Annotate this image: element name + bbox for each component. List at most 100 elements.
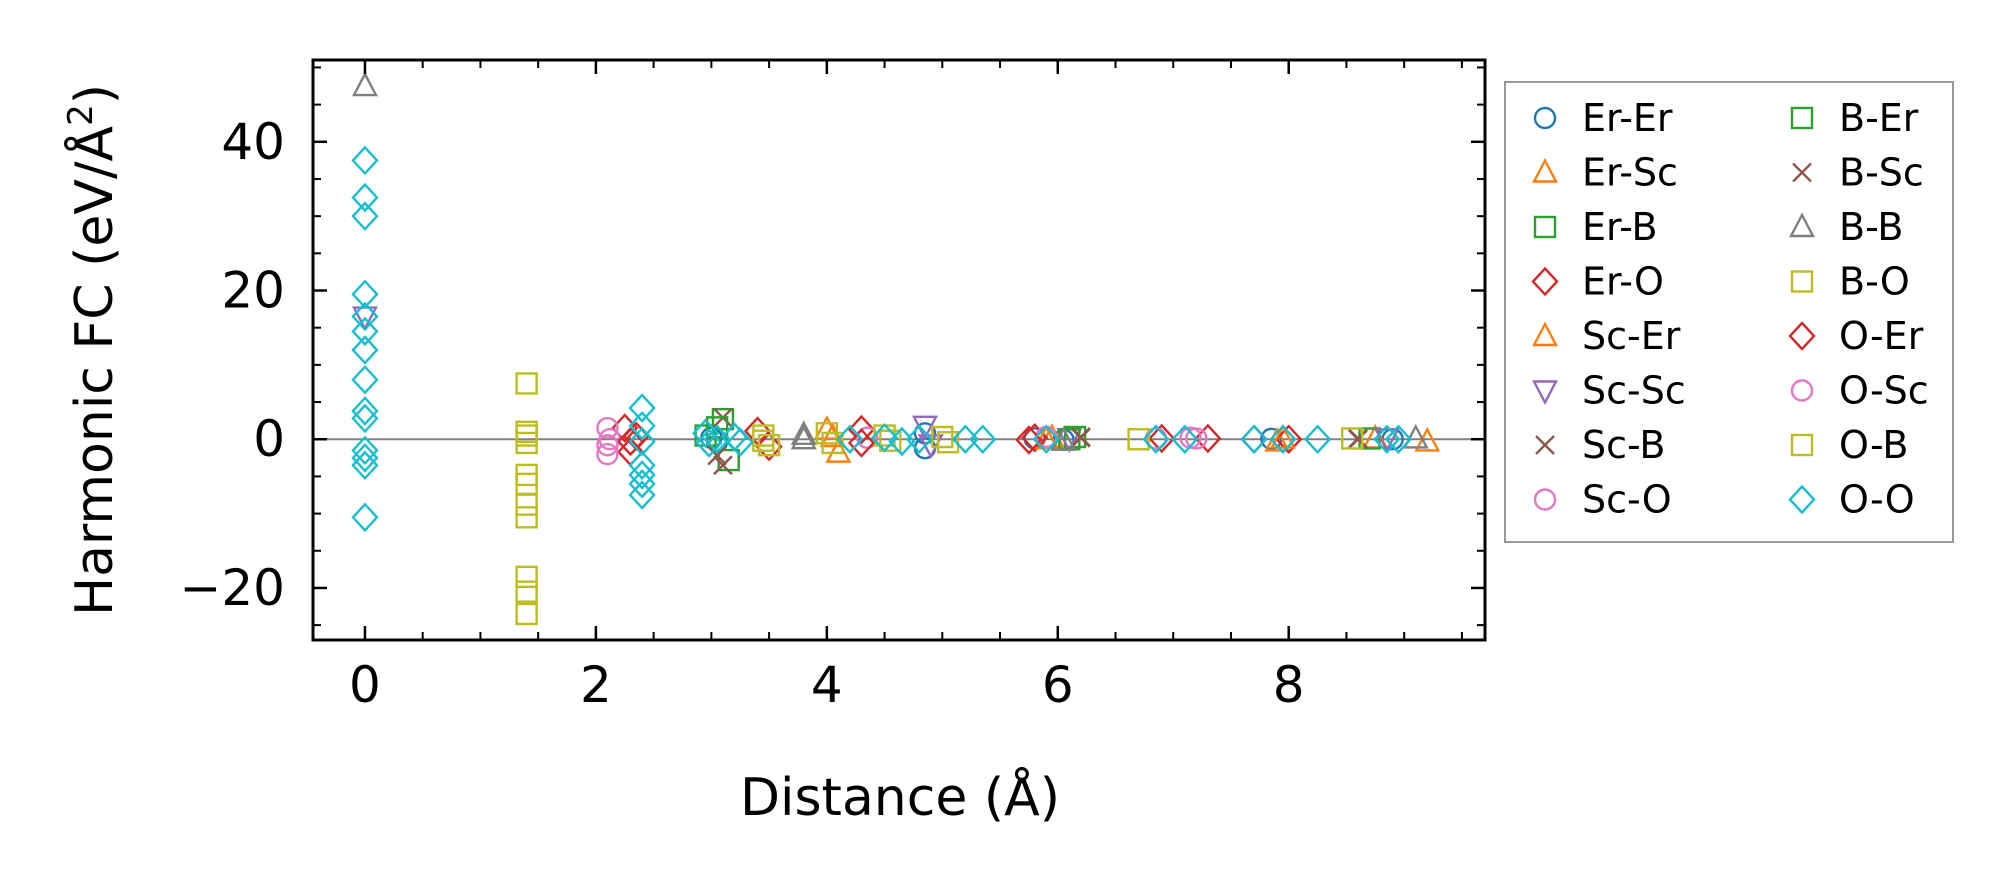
data-point-o-b-1 <box>752 429 775 452</box>
data-point-o-o-0 <box>351 145 379 176</box>
legend-marker-sc-b <box>1535 435 1555 455</box>
data-point-er-o-3 <box>743 416 772 446</box>
legend-marker-b-er <box>1790 106 1814 130</box>
legend-marker-er-o <box>1531 266 1559 297</box>
y-axis-label-superscript: 2 <box>61 104 101 126</box>
axes-layer <box>311 58 1487 642</box>
data-point-o-o-11 <box>351 443 379 473</box>
plot-frame <box>311 58 1487 642</box>
data-point-o-o-34 <box>1171 424 1199 454</box>
legend-marker-o-b <box>1790 433 1814 457</box>
data-point-o-o-29 <box>905 424 933 454</box>
data-point-o-o-5 <box>351 316 379 347</box>
legend-marker-sc-sc <box>1532 380 1558 406</box>
legend-label-er-er: Er-Er <box>1582 96 1673 140</box>
x-tick-label: 0 <box>349 656 381 714</box>
legend-marker-sc-er <box>1532 321 1558 347</box>
data-point-er-sc-0 <box>825 438 852 463</box>
data-point-o-o-19 <box>628 469 656 499</box>
data-point-er-o-5 <box>847 414 876 445</box>
legend-marker-er-sc <box>1532 157 1558 183</box>
data-point-sc-er-0 <box>819 422 846 448</box>
data-point-sc-b-1 <box>713 455 733 476</box>
x-tick-label: 6 <box>1042 656 1074 714</box>
data-point-b-o-8 <box>515 580 538 603</box>
data-points-layer <box>351 71 1441 626</box>
legend-label-sc-o: Sc-O <box>1582 478 1672 522</box>
data-point-o-o-14 <box>628 393 656 423</box>
legend-label-b-o: B-O <box>1839 260 1910 304</box>
legend-label-o-sc: O-Sc <box>1839 369 1929 413</box>
legend-label-sc-sc: Sc-Sc <box>1582 369 1686 413</box>
data-point-sc-er-1 <box>1033 424 1060 450</box>
data-point-er-b-3 <box>1063 425 1087 449</box>
data-point-o-o-13 <box>351 502 379 533</box>
data-point-er-o-7 <box>1148 423 1176 454</box>
data-point-o-o-31 <box>969 424 997 454</box>
legend-marker-b-sc <box>1792 162 1812 183</box>
data-point-b-o-15 <box>936 431 960 454</box>
data-point-o-o-8 <box>351 396 379 426</box>
legend-label-b-er: B-Er <box>1839 96 1919 140</box>
data-point-b-o-11 <box>757 433 781 457</box>
data-point-o-er-0 <box>616 426 645 457</box>
data-point-b-sc-2 <box>1348 428 1368 449</box>
x-tick-label: 8 <box>1273 656 1305 714</box>
x-axis-label: Distance (Å) <box>740 766 1060 828</box>
data-point-b-b-2 <box>790 420 817 445</box>
legend-label-er-sc: Er-Sc <box>1582 151 1678 195</box>
y-axis-label-main: Harmonic FC (eV/Å <box>63 125 125 616</box>
data-point-o-o-2 <box>351 201 379 231</box>
data-point-o-o-38 <box>1373 424 1401 454</box>
data-point-b-b-1 <box>790 424 817 450</box>
data-point-o-o-3 <box>351 279 379 309</box>
legend-marker-er-b <box>1533 215 1557 239</box>
x-tick-label: 4 <box>811 656 843 714</box>
data-point-b-sc-0 <box>707 445 727 466</box>
legend-marker-o-sc <box>1790 379 1814 402</box>
data-point-er-o-10 <box>1275 424 1303 454</box>
data-point-o-o-26 <box>836 424 864 454</box>
legend-label-sc-er: Sc-Er <box>1582 314 1681 358</box>
data-point-o-o-10 <box>351 435 379 466</box>
data-point-b-o-7 <box>515 565 538 588</box>
data-point-o-sc-0 <box>596 433 619 457</box>
legend-label-o-o: O-O <box>1839 478 1915 522</box>
data-point-o-o-22 <box>695 428 723 458</box>
data-point-o-o-15 <box>628 411 656 441</box>
data-point-sc-o-1 <box>596 442 619 466</box>
data-point-o-b-0 <box>515 424 538 447</box>
legend-marker-er-er <box>1533 106 1557 130</box>
ticks-layer: 0 2 4 6 8 −20 0 20 40 <box>179 60 1485 714</box>
legend-box <box>1504 81 1954 543</box>
legend-marker-o-o <box>1788 484 1816 515</box>
data-point-b-sc-1 <box>1071 427 1091 448</box>
data-point-o-o-17 <box>628 450 656 481</box>
data-point-o-o-12 <box>351 450 379 481</box>
y-axis-label-tail: ) <box>65 84 125 104</box>
data-point-o-o-37 <box>1303 424 1332 454</box>
y-tick-label: 40 <box>221 113 285 171</box>
y-tick-label: 20 <box>221 262 285 320</box>
data-point-b-o-6 <box>515 506 538 529</box>
data-point-o-o-35 <box>1240 424 1268 454</box>
legend-label-b-b: B-B <box>1839 205 1904 249</box>
data-point-b-b-0 <box>351 71 378 97</box>
data-point-o-o-7 <box>351 364 379 395</box>
data-point-sc-o-0 <box>596 416 619 440</box>
legend-marker-b-b <box>1789 212 1815 238</box>
data-point-o-o-16 <box>628 426 656 457</box>
data-point-o-o-20 <box>628 480 656 510</box>
data-point-o-o-4 <box>351 301 379 332</box>
legend-label-er-o: Er-O <box>1582 260 1664 304</box>
data-point-b-o-17 <box>1341 427 1364 450</box>
legend-label-b-sc: B-Sc <box>1839 151 1924 195</box>
data-point-o-o-18 <box>628 460 656 490</box>
legend-label-o-er: O-Er <box>1839 314 1924 358</box>
data-point-o-o-36 <box>1269 424 1297 454</box>
legend-label-er-b: Er-B <box>1582 205 1658 249</box>
data-point-sc-o-3 <box>856 426 879 449</box>
data-point-o-o-1 <box>351 182 379 213</box>
data-point-o-o-33 <box>1142 424 1170 454</box>
